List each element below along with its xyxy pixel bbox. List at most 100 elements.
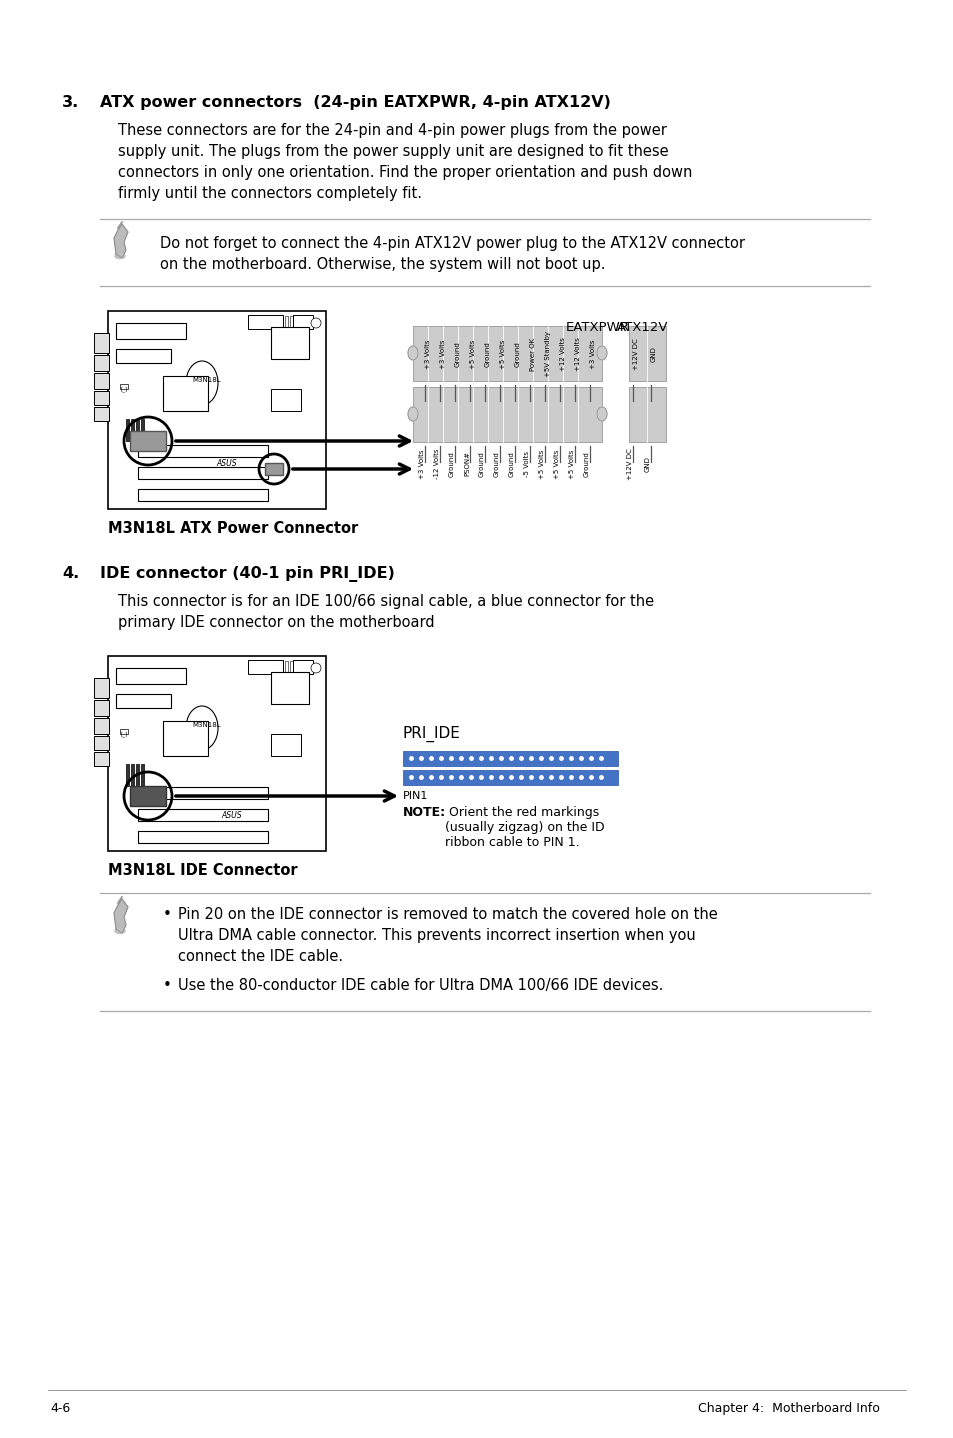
Text: M3N18L: M3N18L: [193, 377, 221, 383]
Text: This connector is for an IDE 100/66 signal cable, a blue connector for the: This connector is for an IDE 100/66 sign…: [118, 594, 654, 610]
Text: Ground: Ground: [494, 452, 499, 477]
Bar: [138, 831, 268, 843]
Text: NOTE:: NOTE:: [402, 807, 446, 820]
Text: firmly until the connectors completely fit.: firmly until the connectors completely f…: [118, 186, 421, 201]
Bar: [271, 733, 301, 756]
Text: Pin 20 on the IDE connector is removed to match the covered hole on the: Pin 20 on the IDE connector is removed t…: [178, 907, 717, 922]
Ellipse shape: [408, 407, 417, 421]
Bar: [248, 660, 283, 674]
Bar: [271, 672, 309, 705]
Ellipse shape: [597, 347, 606, 360]
Bar: [94, 752, 109, 766]
Text: Ground: Ground: [583, 452, 589, 477]
Bar: [94, 372, 109, 390]
Bar: [285, 316, 288, 326]
Bar: [413, 387, 601, 441]
Polygon shape: [113, 899, 128, 933]
Bar: [141, 418, 144, 441]
Bar: [126, 418, 129, 441]
Bar: [126, 764, 129, 787]
Text: +5 Volts: +5 Volts: [568, 449, 575, 479]
Text: +5 Volts: +5 Volts: [554, 449, 559, 479]
Bar: [116, 669, 186, 684]
Bar: [290, 661, 293, 672]
Text: Use the 80-conductor IDE cable for Ultra DMA 100/66 IDE devices.: Use the 80-conductor IDE cable for Ultra…: [178, 978, 662, 994]
Bar: [94, 407, 109, 421]
Text: +5 Volts: +5 Volts: [538, 449, 544, 479]
Bar: [305, 661, 308, 672]
Text: PIN1: PIN1: [402, 791, 428, 801]
Text: ASUS: ASUS: [216, 459, 237, 467]
Bar: [293, 660, 313, 674]
Text: Ground: Ground: [515, 341, 520, 367]
Bar: [94, 677, 109, 697]
Text: primary IDE connector on the motherboard: primary IDE connector on the motherboard: [118, 615, 435, 630]
Text: connect the IDE cable.: connect the IDE cable.: [178, 949, 343, 963]
Bar: [299, 316, 303, 326]
Text: GND: GND: [644, 456, 650, 472]
Bar: [94, 334, 109, 352]
Text: Ground: Ground: [478, 452, 484, 477]
Bar: [120, 384, 128, 390]
Bar: [305, 316, 308, 326]
Bar: [108, 311, 326, 509]
Bar: [290, 316, 293, 326]
Text: M3N18L ATX Power Connector: M3N18L ATX Power Connector: [108, 521, 358, 536]
Bar: [138, 787, 268, 800]
Text: ATX12V: ATX12V: [617, 321, 668, 334]
Bar: [130, 787, 166, 807]
Bar: [94, 736, 109, 751]
Ellipse shape: [597, 407, 606, 421]
Bar: [265, 463, 283, 475]
Bar: [402, 769, 618, 785]
Circle shape: [311, 663, 320, 673]
Bar: [94, 355, 109, 371]
Bar: [285, 661, 288, 672]
Text: 3.: 3.: [62, 95, 79, 109]
Polygon shape: [113, 224, 128, 257]
Text: EATXPWR: EATXPWR: [565, 321, 629, 334]
Text: Ultra DMA cable connector. This prevents incorrect insertion when you: Ultra DMA cable connector. This prevents…: [178, 928, 695, 943]
Text: +12V DC: +12V DC: [633, 338, 639, 370]
Text: -5 Volts: -5 Volts: [523, 452, 530, 477]
Text: 4.: 4.: [62, 567, 79, 581]
Circle shape: [311, 318, 320, 328]
Bar: [131, 764, 133, 787]
Bar: [141, 764, 144, 787]
Text: These connectors are for the 24-pin and 4-pin power plugs from the power: These connectors are for the 24-pin and …: [118, 124, 666, 138]
Text: on the motherboard. Otherwise, the system will not boot up.: on the motherboard. Otherwise, the syste…: [160, 257, 605, 272]
Text: M3N18L IDE Connector: M3N18L IDE Connector: [108, 863, 297, 879]
Bar: [116, 324, 186, 339]
Text: connectors in only one orientation. Find the proper orientation and push down: connectors in only one orientation. Find…: [118, 165, 692, 180]
Text: M3N18L: M3N18L: [193, 722, 221, 728]
Bar: [94, 718, 109, 733]
Bar: [163, 375, 208, 411]
Text: +3 Volts: +3 Volts: [439, 339, 446, 368]
Text: Do not forget to connect the 4-pin ATX12V power plug to the ATX12V connector: Do not forget to connect the 4-pin ATX12…: [160, 236, 744, 252]
Bar: [413, 326, 601, 381]
Ellipse shape: [408, 347, 417, 360]
Bar: [138, 810, 268, 821]
Text: +12V DC: +12V DC: [626, 449, 633, 480]
Bar: [299, 661, 303, 672]
Text: Ground: Ground: [509, 452, 515, 477]
Bar: [138, 489, 268, 500]
Text: +5 Volts: +5 Volts: [499, 339, 505, 368]
Bar: [136, 418, 139, 441]
Ellipse shape: [115, 929, 125, 933]
Text: +3 Volts: +3 Volts: [424, 339, 431, 368]
Bar: [293, 315, 313, 329]
Bar: [138, 467, 268, 479]
Bar: [136, 764, 139, 787]
Text: PSON#: PSON#: [463, 452, 470, 476]
Text: •: •: [163, 907, 172, 922]
Text: 4-6: 4-6: [50, 1402, 71, 1415]
Text: [_]: [_]: [121, 385, 128, 391]
Text: ATX power connectors  (24-pin EATXPWR, 4-pin ATX12V): ATX power connectors (24-pin EATXPWR, 4-…: [100, 95, 610, 109]
Bar: [116, 695, 171, 707]
Ellipse shape: [186, 706, 218, 751]
Text: Power OK: Power OK: [530, 338, 536, 371]
Text: +3 Volts: +3 Volts: [589, 339, 596, 368]
Bar: [294, 661, 297, 672]
Bar: [271, 326, 309, 360]
